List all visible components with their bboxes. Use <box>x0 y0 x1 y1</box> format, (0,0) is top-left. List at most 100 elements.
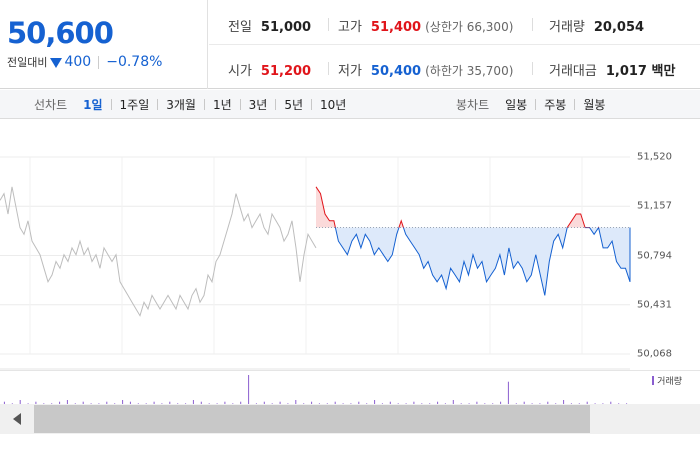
price-box: 50,600 전일대비 400 −0.78% <box>0 0 208 89</box>
volume-bar <box>547 401 549 405</box>
volume-bar <box>35 401 37 405</box>
volume-bar <box>129 401 131 405</box>
volume-bar <box>610 401 612 405</box>
y-tick-label: 50,794 <box>637 250 672 261</box>
current-price: 50,600 <box>7 16 114 50</box>
volume-bar <box>169 401 171 405</box>
volume-bar <box>192 400 194 405</box>
y-tick-label: 50,068 <box>637 348 672 360</box>
divider <box>275 99 277 110</box>
tab-daily[interactable]: 일봉 <box>505 98 528 112</box>
volume-bar <box>82 401 84 405</box>
today-line-down <box>334 227 631 296</box>
y-tick-label: 50,431 <box>637 299 672 311</box>
volume-chart: 거래량 <box>0 370 700 405</box>
tab-1-year[interactable]: 1년 <box>212 98 232 112</box>
divider <box>328 62 329 75</box>
y-tick-label: 51,520 <box>637 151 672 163</box>
candle-chart-label: 봉차트 <box>456 98 490 112</box>
tab-monthly[interactable]: 월봉 <box>583 98 606 112</box>
stat-prev-close: 전일 51,000 <box>228 16 311 35</box>
volume-bar <box>358 401 360 405</box>
price-chart-svg <box>0 156 631 370</box>
volume-bar <box>122 400 124 405</box>
volume-bar <box>3 401 5 405</box>
volume-bar <box>334 401 336 405</box>
tab-10-years[interactable]: 10년 <box>320 98 347 112</box>
volume-bar <box>224 401 226 405</box>
change-label: 전일대비 <box>7 56 48 69</box>
stat-volume: 거래량 20,054 <box>549 16 644 35</box>
divider <box>209 44 700 45</box>
price-chart[interactable]: 51,520 51,157 50,794 50,431 50,068 <box>0 120 700 370</box>
volume-bar <box>586 401 588 405</box>
volume-bar <box>413 401 415 405</box>
stat-label: 전일 <box>228 20 252 35</box>
volume-bar <box>437 401 439 405</box>
divider <box>239 99 241 110</box>
previous-day-line <box>0 186 317 317</box>
volume-bar <box>500 401 502 405</box>
divider <box>532 18 533 31</box>
scroll-left-button[interactable] <box>0 404 34 434</box>
stat-high: 고가 51,400 (상한가 66,300) <box>338 16 513 35</box>
volume-bar <box>452 400 454 405</box>
tab-3-years[interactable]: 3년 <box>248 98 268 112</box>
volume-bar <box>248 375 250 405</box>
change-rate: −0.78% <box>106 54 163 70</box>
scroll-thumb[interactable] <box>34 405 590 433</box>
volume-bar <box>374 400 376 405</box>
volume-bar <box>106 401 108 405</box>
volume-bar <box>279 401 281 405</box>
volume-bar <box>200 401 202 405</box>
divider <box>110 99 112 110</box>
volume-bar <box>523 401 525 405</box>
stat-value: 51,000 <box>260 20 312 35</box>
volume-bar <box>153 401 155 405</box>
volume-bar <box>66 400 68 405</box>
volume-bar <box>240 401 242 405</box>
arrow-left-icon <box>13 413 21 425</box>
upper-limit: (상한가 66,300) <box>425 20 514 34</box>
change-row: 전일대비 400 −0.78% <box>7 54 162 70</box>
divider <box>98 55 100 69</box>
volume-bar <box>19 400 21 405</box>
volume-bar <box>59 401 61 405</box>
stat-low: 저가 50,400 (하한가 35,700) <box>338 60 513 79</box>
divider <box>311 99 313 110</box>
stat-value: 20,054 <box>593 20 645 35</box>
candle-chart-tabs: 봉차트 일봉 주봉 월봉 <box>456 90 607 119</box>
volume-legend-label: 거래량 <box>657 377 682 387</box>
stat-label: 거래대금 <box>549 64 597 79</box>
line-chart-tabs: 선차트 1일 1주일 3개월 1년 3년 5년 10년 <box>34 90 348 119</box>
tab-3-months[interactable]: 3개월 <box>166 98 196 112</box>
quote-panel: 50,600 전일대비 400 −0.78% 전일 51,000 고가 51,4… <box>0 0 700 89</box>
lower-limit: (하한가 35,700) <box>425 64 514 78</box>
divider <box>532 62 533 75</box>
volume-bar <box>476 401 478 405</box>
volume-bar <box>295 400 297 405</box>
volume-bar <box>563 400 565 405</box>
chart-period-tabs: 선차트 1일 1주일 3개월 1년 3년 5년 10년 봉차트 일봉 주봉 월봉 <box>0 90 700 119</box>
tab-weekly[interactable]: 주봉 <box>544 98 567 112</box>
stat-label: 고가 <box>338 20 362 35</box>
stat-label: 시가 <box>228 64 252 79</box>
down-arrow-icon <box>50 57 63 68</box>
volume-legend: 거래량 <box>652 374 682 387</box>
divider <box>203 99 205 110</box>
tab-1-day[interactable]: 1일 <box>83 98 103 112</box>
divider <box>328 18 329 31</box>
volume-bar <box>507 381 509 405</box>
divider <box>535 99 537 110</box>
stat-open: 시가 51,200 <box>228 60 311 79</box>
divider <box>574 99 576 110</box>
tab-1-week[interactable]: 1주일 <box>119 98 150 112</box>
down-area <box>316 227 630 296</box>
y-tick-label: 51,157 <box>637 200 672 212</box>
change-amount: 400 <box>64 54 92 70</box>
volume-legend-swatch <box>652 376 655 385</box>
line-chart-label: 선차트 <box>34 98 68 112</box>
volume-chart-svg <box>3 375 628 405</box>
chart-scrollbar[interactable] <box>0 404 700 434</box>
tab-5-years[interactable]: 5년 <box>284 98 304 112</box>
